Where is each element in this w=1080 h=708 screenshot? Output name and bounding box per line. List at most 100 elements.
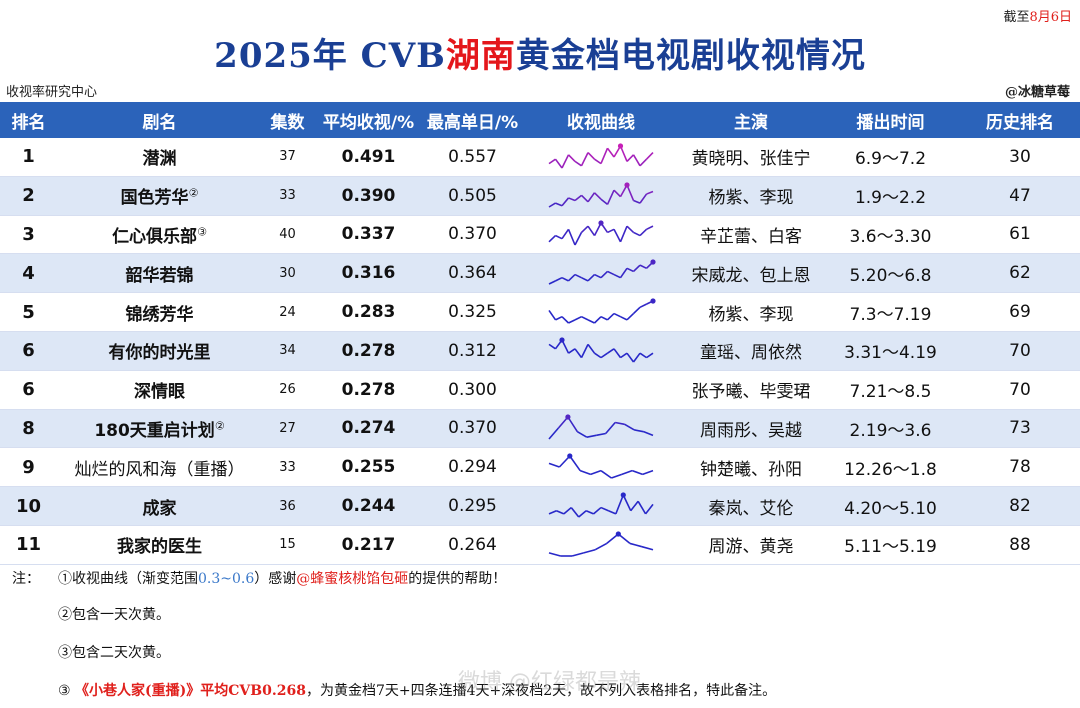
- sparkline-segment: [567, 154, 576, 162]
- episodes-cell: 26: [262, 370, 313, 410]
- air-dates-cell: 12.26～1.8: [821, 447, 960, 488]
- rating-curve-cell: [521, 409, 681, 449]
- sparkline-segment: [587, 226, 596, 237]
- sparkline-segment: [576, 431, 588, 439]
- sparkline-segment: [548, 202, 556, 208]
- sparkline-segment: [626, 267, 634, 273]
- sparkline-segment: [600, 316, 608, 321]
- sparkline-segment: [594, 542, 608, 551]
- sparkline-segment: [587, 343, 596, 354]
- episodes-cell: 37: [262, 138, 313, 177]
- table-row: 2 国色芳华② 33 0.390 0.505 杨紫、李现 1.9～2.2 47: [0, 176, 1080, 216]
- peak-rating-cell: 0.295: [424, 486, 521, 526]
- sparkline-segment: [606, 313, 615, 321]
- rank-cell: 8: [0, 409, 57, 449]
- sparkline-segment: [600, 470, 612, 479]
- sparkline-segment: [594, 158, 602, 165]
- notes-label: 注：: [12, 571, 40, 587]
- rank-cell: 3: [0, 215, 57, 255]
- sparkline-segment: [621, 470, 633, 476]
- sparkline-segment: [555, 316, 563, 321]
- sparkline-segment: [633, 199, 641, 204]
- drama-title: 韶华若锦: [125, 265, 194, 286]
- table-row: 3 仁心俱乐部③ 40 0.337 0.370 辛芷蕾、白客 3.6～3.30 61: [0, 215, 1080, 255]
- sparkline-segment: [608, 510, 617, 515]
- history-rank-cell: 69: [960, 292, 1080, 332]
- drama-name-cell: 成家: [57, 486, 262, 526]
- sparkline-segment: [574, 194, 582, 201]
- sparkline-segment: [622, 494, 632, 512]
- sparkline-segment: [548, 235, 557, 243]
- sparkline-segment: [548, 551, 561, 557]
- drama-title: 仁心俱乐部: [112, 226, 198, 247]
- drama-title: 有你的时光里: [108, 343, 211, 364]
- sparkline-segment: [620, 352, 628, 359]
- sparkline-segment: [620, 316, 628, 321]
- sparkline-segment: [613, 348, 622, 358]
- rank-cell: 5: [0, 292, 57, 332]
- sparkline-segment: [561, 316, 570, 324]
- rating-sparkline: [548, 259, 656, 286]
- rating-curve-cell: [521, 215, 681, 255]
- sparkline-segment: [561, 277, 569, 282]
- rating-curve-cell: [521, 486, 681, 526]
- sparkline-segment: [561, 229, 570, 240]
- note-3: ③包含二天次黄。: [58, 645, 170, 661]
- sparkline-segment: [607, 270, 615, 276]
- avg-rating-cell: 0.278: [313, 331, 424, 371]
- sparkline-segment: [548, 158, 556, 165]
- episodes-cell: 40: [262, 215, 313, 255]
- cast-cell: 宋威龙、包上恩: [681, 253, 821, 294]
- note-1: ①收视曲线（渐变范围0.3~0.6）感谢@蜂蜜核桃馅包砸的提供的帮助！: [58, 571, 507, 587]
- history-rank-cell: 70: [960, 370, 1080, 410]
- sparkline-segment: [574, 160, 582, 167]
- header-avg: 平均收视/%: [313, 102, 424, 138]
- sparkline-segment: [561, 197, 570, 206]
- sparkline-segment: [613, 312, 621, 318]
- peak-rating-cell: 0.505: [424, 176, 521, 216]
- sparkline-segment: [580, 194, 589, 203]
- sparkline-segment: [593, 191, 602, 200]
- rating-sparkline: [548, 492, 654, 518]
- rating-curve-cell: [521, 292, 681, 332]
- rating-sparkline: [548, 220, 654, 246]
- table-row: 4 韶华若锦 30 0.316 0.364 宋威龙、包上恩 5.20～6.8 62: [0, 253, 1080, 294]
- footnote-mark: ③: [197, 225, 207, 239]
- sparkline-peak-point: [624, 182, 630, 188]
- history-rank-cell: 73: [960, 409, 1080, 449]
- peak-rating-cell: 0.312: [424, 331, 521, 371]
- note-4: ③ 《小巷人家(重播)》平均CVB0.268，为黄金档7天+四条连播4天+深夜档…: [58, 683, 777, 699]
- rank-cell: 10: [0, 486, 57, 526]
- sparkline-segment: [600, 198, 608, 205]
- sparkline-segment: [641, 545, 654, 551]
- sparkline-segment: [639, 352, 647, 359]
- footnote-mark: ②: [188, 186, 199, 200]
- sparkline-segment: [619, 145, 628, 162]
- source-label: 收视率研究中心: [6, 85, 98, 100]
- sparkline-segment: [606, 147, 615, 158]
- sparkline-segment: [600, 271, 609, 279]
- drama-name-cell: 180天重启计划②: [57, 409, 262, 449]
- rating-sparkline: [548, 453, 654, 480]
- header-cast: 主演: [681, 102, 821, 138]
- sparkline-segment: [593, 316, 602, 324]
- avg-rating-cell: 0.390: [313, 176, 424, 216]
- sparkline-segment: [632, 154, 641, 167]
- history-rank-cell: 62: [960, 253, 1080, 294]
- rating-curve-cell: [521, 447, 681, 488]
- cast-cell: 辛芷蕾、白客: [681, 215, 821, 255]
- episodes-cell: 24: [262, 292, 313, 332]
- avg-rating-cell: 0.274: [313, 409, 424, 449]
- history-rank-cell: 78: [960, 447, 1080, 488]
- sparkline-segment: [571, 551, 584, 557]
- sparkline-peak-point: [565, 414, 571, 421]
- sparkline-segment: [556, 510, 565, 515]
- sparkline-segment: [613, 274, 621, 279]
- history-rank-cell: 47: [960, 176, 1080, 216]
- drama-name-cell: 国色芳华②: [57, 176, 262, 216]
- drama-name-cell: 潜渊: [57, 138, 262, 177]
- sparkline-segment: [639, 193, 648, 204]
- sparkline-segment: [626, 226, 635, 234]
- rank-cell: 6: [0, 331, 57, 371]
- sparkline-segment: [580, 226, 589, 234]
